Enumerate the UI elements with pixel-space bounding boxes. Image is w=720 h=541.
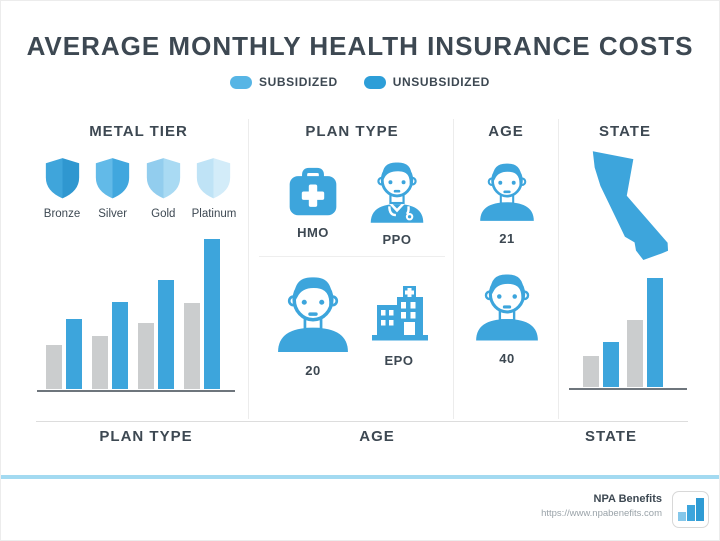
- bar-group-Platinum: [184, 239, 220, 389]
- bar-subsidized-Platinum: [184, 303, 200, 389]
- tier-silver: Silver: [88, 156, 138, 220]
- page-title: AVERAGE MONTHLY HEALTH INSURANCE COSTS: [26, 31, 694, 61]
- age-40: 40: [467, 267, 547, 366]
- column-divider: [248, 119, 249, 419]
- unsubsidized-swatch-icon: [363, 75, 386, 89]
- bar-unsubsidized-Platinum: [204, 239, 220, 389]
- metal-tier-shields: Bronze Silver Gold Platinum: [37, 156, 239, 220]
- bottom-label-age: AGE: [359, 428, 395, 445]
- legend: SUBSIDIZED UNSUBSIDIZED: [1, 75, 719, 89]
- tier-label: Gold: [151, 208, 176, 220]
- person-icon: [270, 269, 356, 357]
- subsidized-swatch-icon: [230, 75, 253, 89]
- section-title-state: STATE: [599, 123, 651, 140]
- bar-subsidized-pair-2: [627, 320, 643, 387]
- tier-bronze: Bronze: [37, 156, 87, 220]
- bar-chart-logo-icon: [672, 491, 709, 528]
- age-21-label: 21: [499, 231, 515, 246]
- age-21: 21: [471, 157, 543, 246]
- section-title-metal-tier: METAL TIER: [89, 123, 188, 140]
- logo-bar: [677, 512, 686, 521]
- shield-icon: [197, 158, 231, 199]
- bar-unsubsidized-Bronze: [66, 319, 82, 389]
- bottom-label-state: STATE: [585, 428, 637, 445]
- tier-label: Platinum: [191, 208, 237, 220]
- legend-item-subsidized: SUBSIDIZED: [230, 75, 338, 89]
- person-icon: [469, 267, 545, 345]
- tier-label: Bronze: [43, 208, 81, 220]
- tier-platinum: Platinum: [189, 156, 239, 220]
- state-bar-chart: [583, 277, 663, 387]
- accent-band: [1, 475, 719, 479]
- tier-gold: Gold: [138, 156, 188, 220]
- plan-type-age-20: 20: [269, 269, 357, 378]
- bar-subsidized-Bronze: [46, 345, 62, 389]
- footer-brand: NPA Benefits: [593, 493, 662, 505]
- shield-icon: [146, 158, 180, 199]
- age-20-label: 20: [305, 363, 321, 378]
- bar-group-pair-1: [583, 342, 619, 387]
- bar-unsubsidized-Silver: [112, 302, 128, 389]
- hmo-label: HMO: [297, 225, 329, 240]
- bar-group-Silver: [92, 302, 128, 389]
- bar-subsidized-Gold: [138, 323, 154, 389]
- doctor-icon: [362, 156, 432, 226]
- california-map: [592, 151, 669, 261]
- ppo-label: PPO: [382, 232, 412, 247]
- bottom-label-plan-type: PLAN TYPE: [99, 428, 193, 445]
- section-title-age: AGE: [488, 123, 524, 140]
- logo-bar: [686, 505, 695, 521]
- epo-label: EPO: [384, 353, 414, 368]
- bar-group-Gold: [138, 280, 174, 389]
- bar-unsubsidized-pair-1: [603, 342, 619, 387]
- tier-label: Silver: [98, 208, 128, 220]
- bar-unsubsidized-Gold: [158, 280, 174, 389]
- hospital-icon: [367, 283, 431, 347]
- logo-bar: [695, 498, 704, 521]
- state-chart-baseline: [569, 388, 687, 390]
- shield-icon: [96, 158, 130, 199]
- person-icon: [474, 157, 540, 225]
- bar-group-Bronze: [46, 319, 82, 389]
- bar-unsubsidized-pair-2: [647, 278, 663, 387]
- bar-group-pair-2: [627, 278, 663, 387]
- plan-type-epo: EPO: [363, 283, 435, 368]
- legend-item-unsubsidized: UNSUBSIDIZED: [363, 75, 490, 89]
- first-aid-kit-icon: [282, 163, 344, 219]
- bar-subsidized-Silver: [92, 336, 108, 389]
- legend-label-unsubsidized: UNSUBSIDIZED: [392, 75, 490, 89]
- column-divider: [558, 119, 559, 419]
- plan-type-divider: [259, 256, 445, 257]
- column-divider: [453, 119, 454, 419]
- legend-label-subsidized: SUBSIDIZED: [259, 75, 338, 89]
- age-40-label: 40: [499, 351, 515, 366]
- bar-subsidized-pair-1: [583, 356, 599, 387]
- shield-icon: [45, 158, 79, 199]
- metal-tier-chart-baseline: [37, 390, 235, 392]
- footer-url: https://www.npabenefits.com: [541, 508, 662, 519]
- bottom-divider: [36, 421, 688, 422]
- section-title-plan-type: PLAN TYPE: [305, 123, 399, 140]
- plan-type-ppo: PPO: [359, 156, 435, 247]
- footer-text: NPA Benefits https://www.npabenefits.com: [541, 493, 662, 519]
- plan-type-hmo: HMO: [277, 163, 349, 240]
- metal-tier-bar-chart: [46, 237, 220, 389]
